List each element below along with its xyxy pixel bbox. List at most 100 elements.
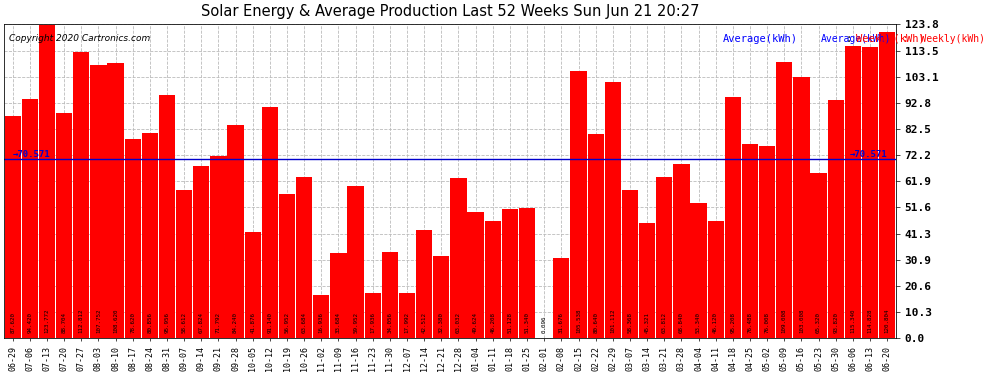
Bar xyxy=(742,144,758,338)
Text: 46.120: 46.120 xyxy=(713,312,718,333)
Text: 59.952: 59.952 xyxy=(353,312,358,333)
Bar xyxy=(759,146,775,338)
Bar xyxy=(725,97,741,338)
Text: Average(kWh): Average(kWh) xyxy=(821,34,891,44)
Bar xyxy=(313,295,330,338)
Bar xyxy=(261,107,278,338)
Text: 87.620: 87.620 xyxy=(10,312,15,333)
Bar xyxy=(690,203,707,338)
Text: 101.112: 101.112 xyxy=(610,309,616,333)
Bar xyxy=(450,178,466,338)
Bar xyxy=(228,125,244,338)
Text: 109.008: 109.008 xyxy=(782,309,787,333)
Text: 105.538: 105.538 xyxy=(576,309,581,333)
Bar xyxy=(364,293,381,338)
Text: 88.704: 88.704 xyxy=(61,312,66,333)
Text: 71.792: 71.792 xyxy=(216,312,221,333)
Text: 80.640: 80.640 xyxy=(593,312,598,333)
Text: 63.684: 63.684 xyxy=(302,312,307,333)
Text: 32.380: 32.380 xyxy=(439,312,444,333)
Bar xyxy=(844,46,861,338)
Text: 51.128: 51.128 xyxy=(508,312,513,333)
Bar xyxy=(467,213,484,338)
Bar xyxy=(587,134,604,338)
Text: 67.824: 67.824 xyxy=(199,312,204,333)
Text: 65.320: 65.320 xyxy=(816,312,821,333)
Bar xyxy=(502,209,518,338)
Bar xyxy=(245,232,261,338)
Bar xyxy=(605,82,621,338)
Text: 63.812: 63.812 xyxy=(661,312,666,333)
Text: 94.420: 94.420 xyxy=(28,312,33,333)
Bar xyxy=(296,177,312,338)
Bar xyxy=(331,253,346,338)
Text: 78.620: 78.620 xyxy=(131,312,136,333)
Bar xyxy=(90,65,107,338)
Text: 103.008: 103.008 xyxy=(799,309,804,333)
Bar xyxy=(879,32,895,338)
Text: :: : xyxy=(846,34,859,44)
Text: →70.571: →70.571 xyxy=(13,150,50,159)
Text: 84.240: 84.240 xyxy=(233,312,239,333)
Bar xyxy=(811,172,827,338)
Text: 107.752: 107.752 xyxy=(96,309,101,333)
Bar xyxy=(622,190,639,338)
Text: Copyright 2020 Cartronics.com: Copyright 2020 Cartronics.com xyxy=(9,34,149,43)
Text: 93.820: 93.820 xyxy=(834,312,839,333)
Bar xyxy=(5,116,21,338)
Bar xyxy=(708,221,724,338)
Bar xyxy=(485,221,501,338)
Text: 95.208: 95.208 xyxy=(731,312,736,333)
Bar xyxy=(434,256,449,338)
Bar xyxy=(347,186,363,338)
Bar xyxy=(862,47,878,338)
Text: 58.368: 58.368 xyxy=(628,312,633,333)
Text: 58.612: 58.612 xyxy=(182,312,187,333)
Text: 0.096: 0.096 xyxy=(542,316,546,333)
Text: 115.340: 115.340 xyxy=(850,309,855,333)
Bar xyxy=(673,164,689,338)
Bar xyxy=(828,100,843,338)
Text: 112.812: 112.812 xyxy=(79,309,84,333)
Bar xyxy=(210,156,227,338)
Text: 56.952: 56.952 xyxy=(284,312,289,333)
Bar xyxy=(22,99,38,338)
Bar xyxy=(193,166,210,338)
Text: 45.321: 45.321 xyxy=(644,312,649,333)
Text: 53.340: 53.340 xyxy=(696,312,701,333)
Text: 41.876: 41.876 xyxy=(250,312,255,333)
Bar xyxy=(73,53,89,338)
Bar xyxy=(416,231,433,338)
Text: 46.208: 46.208 xyxy=(490,312,495,333)
Text: 108.620: 108.620 xyxy=(113,309,118,333)
Text: 34.056: 34.056 xyxy=(387,312,392,333)
Text: 80.856: 80.856 xyxy=(148,312,152,333)
Bar xyxy=(39,25,55,338)
Bar xyxy=(142,134,158,338)
Bar xyxy=(570,71,587,338)
Text: 95.956: 95.956 xyxy=(164,312,169,333)
Bar xyxy=(56,113,72,338)
Bar xyxy=(176,190,192,338)
Bar xyxy=(776,62,792,338)
Text: 51.340: 51.340 xyxy=(525,312,530,333)
Text: 114.828: 114.828 xyxy=(867,309,872,333)
Bar xyxy=(125,139,141,338)
Text: :  Weekly(kWh): : Weekly(kWh) xyxy=(891,34,985,44)
Bar xyxy=(382,252,398,338)
Text: →70.571: →70.571 xyxy=(849,150,887,159)
Text: 123.772: 123.772 xyxy=(45,309,50,333)
Bar xyxy=(639,224,655,338)
Title: Solar Energy & Average Production Last 52 Weeks Sun Jun 21 20:27: Solar Energy & Average Production Last 5… xyxy=(201,4,699,19)
Bar xyxy=(793,77,810,338)
Text: 31.676: 31.676 xyxy=(559,312,564,333)
Text: 42.512: 42.512 xyxy=(422,312,427,333)
Text: 16.936: 16.936 xyxy=(319,312,324,333)
Text: 76.008: 76.008 xyxy=(764,312,769,333)
Bar xyxy=(279,194,295,338)
Text: 120.804: 120.804 xyxy=(885,309,890,333)
Text: 76.488: 76.488 xyxy=(747,312,752,333)
Bar xyxy=(158,95,175,338)
Text: Weekly(kWh): Weekly(kWh) xyxy=(856,34,925,44)
Bar xyxy=(108,63,124,338)
